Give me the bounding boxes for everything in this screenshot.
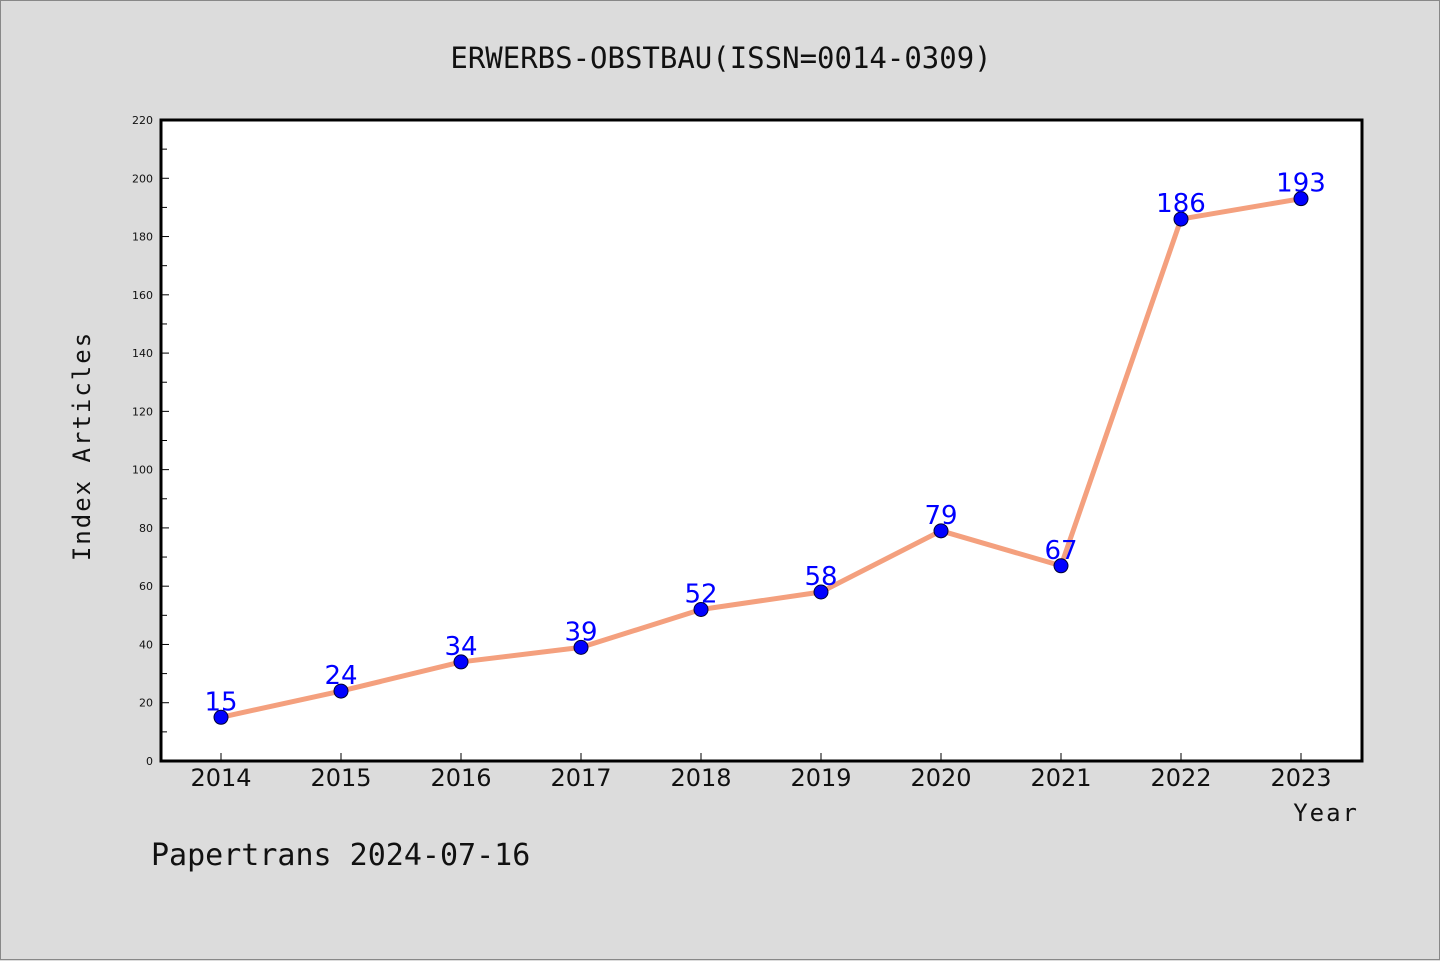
data-label: 52 <box>684 579 717 609</box>
x-axis-label: Year <box>1293 799 1359 827</box>
x-tick-label: 2022 <box>1150 764 1211 792</box>
y-tick-label: 220 <box>132 114 153 127</box>
data-labels: 15 24 34 39 52 58 79 67 186 193 <box>204 169 1325 718</box>
data-label: 39 <box>564 617 597 647</box>
x-tick-label: 2016 <box>430 764 491 792</box>
data-label: 24 <box>324 661 357 691</box>
plot-area <box>159 118 1364 763</box>
x-axis: 2014 2015 2016 2017 2018 2019 2020 2021 2022 2023 <box>190 753 1332 792</box>
data-label: 58 <box>804 562 837 592</box>
data-label: 79 <box>924 501 957 531</box>
y-tick-label: 20 <box>139 697 153 710</box>
series-markers <box>213 191 1309 725</box>
data-label: 15 <box>204 687 237 717</box>
y-axis-label: Index Articles <box>68 331 96 561</box>
data-label: 186 <box>1156 189 1206 219</box>
footer-credit: Papertrans 2024-07-16 <box>151 838 530 873</box>
y-tick-label: 80 <box>139 522 153 535</box>
y-tick-label: 200 <box>132 172 153 185</box>
x-tick-label: 2018 <box>670 764 731 792</box>
x-tick-label: 2017 <box>550 764 611 792</box>
x-tick-label: 2021 <box>1030 764 1091 792</box>
data-point-marker <box>333 683 349 699</box>
y-tick-label: 140 <box>132 347 153 360</box>
data-point-marker <box>813 584 829 600</box>
data-point-marker <box>1173 211 1189 227</box>
x-tick-label: 2019 <box>790 764 851 792</box>
x-tick-label: 2015 <box>310 764 371 792</box>
data-point-marker <box>1293 191 1309 207</box>
y-tick-label: 0 <box>146 755 153 768</box>
data-point-marker <box>453 654 469 670</box>
data-point-marker <box>693 601 709 617</box>
series-line-group <box>218 196 1304 720</box>
y-tick-label: 60 <box>139 580 153 593</box>
data-point-marker <box>933 523 949 539</box>
x-tick-label: 2020 <box>910 764 971 792</box>
data-label: 67 <box>1044 536 1077 566</box>
data-point-marker <box>213 709 229 725</box>
y-axis: 0 20 40 60 80 100 120 140 160 180 200 220 <box>132 114 169 768</box>
y-tick-label: 40 <box>139 638 153 651</box>
data-label: 193 <box>1276 169 1326 199</box>
data-point-marker <box>1053 558 1069 574</box>
y-tick-label: 100 <box>132 464 153 477</box>
series-line <box>218 196 1304 720</box>
y-tick-label: 180 <box>132 231 153 244</box>
data-point-marker <box>573 639 589 655</box>
x-tick-label: 2023 <box>1270 764 1331 792</box>
x-tick-label: 2014 <box>190 764 251 792</box>
y-tick-label: 120 <box>132 405 153 418</box>
y-tick-label: 160 <box>132 289 153 302</box>
chart-title: ERWERBS-OBSTBAU(ISSN=0014-0309) <box>450 41 991 75</box>
data-label: 34 <box>444 632 477 662</box>
